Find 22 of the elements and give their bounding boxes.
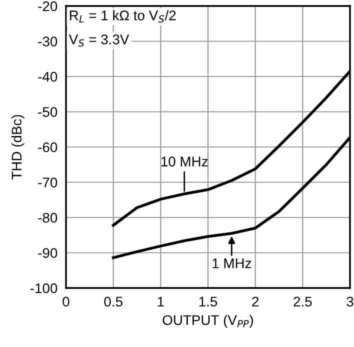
x-tick-label: 2.5 [294,296,312,307]
y-tick-label: -100 [30,283,58,294]
annotation: R$_{L}$ = 1 kΩ to V$_{S}$/2 [70,10,176,23]
x-tick-label: 0.5 [104,296,122,307]
annotation: V$_{S}$ = 3.3V [68,34,130,47]
y-tick-label: -40 [38,72,58,82]
y-tick-label: -50 [38,107,58,117]
y-tick-label: -70 [38,178,58,188]
y-tick-label: -90 [38,248,58,258]
y-tick-label: -60 [38,142,58,152]
y-axis-title: THD (dBc) [11,115,24,180]
y-tick-label: -80 [38,212,58,223]
x-tick-label: 1.5 [199,296,218,307]
y-tick-label: -30 [38,36,58,46]
x-axis-title: OUTPUT (V$_{PP}$) [162,314,253,328]
annotation: 10 MHz [161,156,208,166]
x-tick-label: 0 [62,296,70,307]
y-tick-label: -20 [38,1,58,12]
x-tick-label: 1 [158,296,164,306]
x-tick-label: 3 [346,296,354,307]
x-tick-label: 2 [252,296,258,306]
annotation: 1 MHz [212,258,252,268]
